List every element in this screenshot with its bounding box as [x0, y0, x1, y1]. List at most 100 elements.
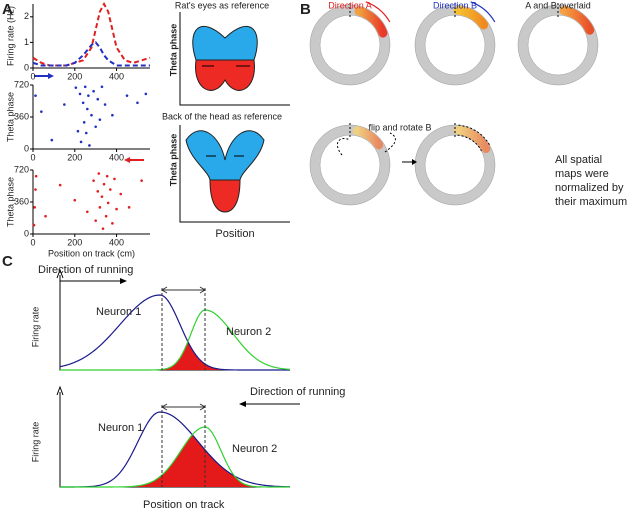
- curve-label: Neuron 2: [232, 443, 277, 455]
- map-title: Direction B: [433, 0, 477, 10]
- arrow: [48, 73, 54, 79]
- ring-edge: [424, 14, 486, 76]
- note: All spatial maps were normalized by their m…: [555, 154, 627, 208]
- point: [106, 201, 110, 205]
- field: [559, 6, 595, 35]
- line: [32, 1, 151, 67]
- point: [103, 103, 107, 106]
- axis-arrow: [56, 385, 64, 396]
- schematic-title: Back of the head as reference: [162, 111, 282, 121]
- arrow: [337, 138, 351, 156]
- point: [58, 183, 62, 187]
- axis-label: Firing rate: [30, 422, 40, 463]
- point: [33, 206, 36, 209]
- point: [76, 129, 80, 133]
- axis-label: Position on track (cm): [48, 248, 135, 258]
- point: [105, 174, 109, 178]
- y-tick-label: 360: [14, 196, 29, 206]
- axes: [59, 275, 290, 371]
- note-line: normalized by: [555, 182, 624, 194]
- axis-label: Position: [215, 228, 254, 240]
- point: [74, 86, 78, 89]
- point: [140, 179, 143, 182]
- x-tick-label: 0: [30, 71, 35, 81]
- map-title: A and B overlaid: [525, 0, 591, 10]
- x-tick-label: 0: [30, 237, 35, 247]
- point: [115, 207, 118, 211]
- point: [81, 101, 85, 105]
- arrow: [120, 278, 127, 284]
- point: [92, 179, 95, 182]
- note-line: All spatial: [555, 154, 602, 166]
- x-tick-label: 200: [67, 237, 82, 247]
- field: [354, 6, 388, 38]
- point: [136, 101, 139, 105]
- point: [125, 94, 129, 97]
- y-tick-label: 0: [24, 143, 29, 153]
- curve: [60, 309, 291, 371]
- ring-edge: [319, 134, 381, 196]
- axis-label: Firing rate: [30, 307, 40, 348]
- y-tick-label: 0: [24, 62, 29, 72]
- axes: [32, 85, 150, 150]
- point: [97, 172, 101, 175]
- field: [453, 5, 489, 30]
- ring: [310, 125, 390, 205]
- axes: [32, 4, 150, 69]
- ring-maps: [309, 1, 599, 206]
- point: [104, 214, 108, 218]
- point: [86, 107, 89, 111]
- curve: [59, 411, 291, 488]
- panel-label: C: [2, 253, 13, 270]
- axis-label: Theta phase: [168, 134, 178, 187]
- point: [78, 92, 82, 96]
- point: [94, 125, 97, 129]
- point: [73, 198, 77, 202]
- axis-label: Theta phase: [168, 24, 178, 77]
- point: [32, 223, 36, 227]
- outline: [457, 124, 491, 152]
- point: [94, 219, 97, 222]
- y-tick-label: 2: [24, 11, 29, 21]
- point: [98, 206, 102, 209]
- point: [109, 188, 112, 191]
- line: [32, 41, 150, 67]
- panel-label: A: [2, 1, 13, 18]
- curve-label: Neuron 1: [98, 422, 143, 434]
- point: [113, 177, 116, 181]
- ring-edge: [527, 14, 589, 76]
- point: [34, 94, 37, 97]
- x-tick-label: 400: [109, 237, 124, 247]
- point: [100, 85, 104, 89]
- arrow: [124, 157, 130, 163]
- point: [88, 144, 91, 147]
- overlap: [60, 435, 290, 487]
- point: [84, 131, 88, 135]
- point: [96, 190, 100, 193]
- point: [34, 174, 38, 178]
- x-tick-label: 200: [67, 152, 82, 162]
- point: [40, 110, 43, 113]
- point: [44, 214, 47, 218]
- curve: [60, 426, 290, 488]
- direction-label: Direction of running: [250, 386, 345, 398]
- schematic: Rat's eyes as reference Back of the head…: [162, 0, 290, 240]
- overlap: [60, 341, 290, 370]
- point: [50, 138, 54, 142]
- point: [86, 210, 89, 214]
- schematic-c: [56, 268, 300, 488]
- curve-label: Neuron 2: [226, 326, 271, 338]
- ring: [518, 5, 598, 85]
- x-tick-label: 400: [109, 71, 124, 81]
- axis-arrow: [56, 268, 64, 279]
- y-tick-label: 360: [14, 111, 29, 121]
- arrow: [239, 401, 246, 407]
- field: [352, 126, 384, 150]
- axis-label: Theta phase: [5, 177, 15, 227]
- arrow: [470, 1, 496, 23]
- point: [119, 192, 123, 196]
- ring-edge: [319, 14, 381, 76]
- note-line: their maximum: [555, 196, 627, 208]
- y-tick-label: 0: [24, 228, 29, 238]
